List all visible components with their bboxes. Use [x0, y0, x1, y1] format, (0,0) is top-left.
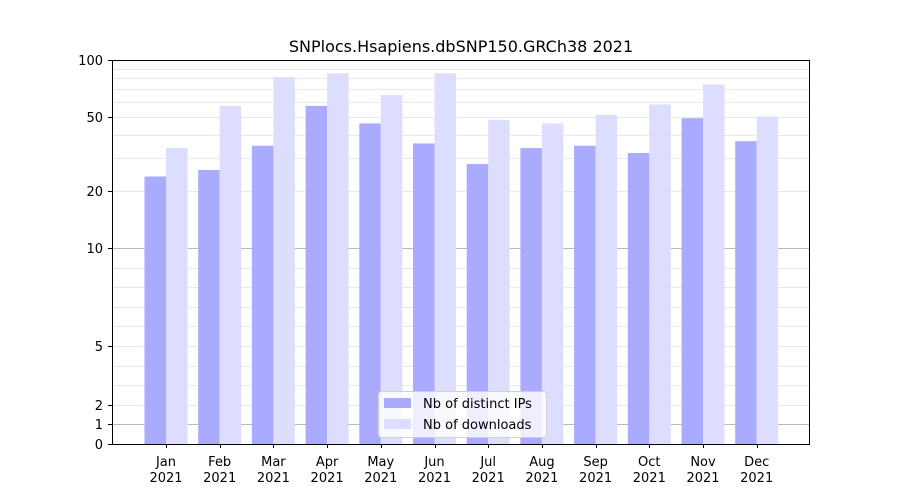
x-tick-label: Nov — [690, 455, 716, 470]
bar-distinct-ips-may — [359, 123, 381, 445]
x-tick-label: Apr — [316, 455, 339, 470]
bar-distinct-ips-sep — [574, 145, 596, 444]
bar-downloads-aug — [541, 123, 564, 445]
bar-downloads-feb — [219, 105, 242, 444]
y-tick-label: 1 — [95, 418, 103, 433]
bars — [144, 73, 779, 445]
bar-downloads-apr — [327, 73, 349, 445]
y-tick-label: 20 — [86, 185, 103, 200]
y-axis: 0 1 2 5 10 20 50 100 — [78, 54, 112, 453]
x-tick-year-label: 2021 — [579, 471, 612, 486]
bar-distinct-ips-apr — [305, 105, 328, 444]
bar-distinct-ips-dec — [735, 141, 757, 444]
x-tick-label: Jun — [423, 455, 444, 470]
bar-downloads-mar — [273, 77, 295, 444]
x-tick-label: Jul — [479, 455, 496, 470]
legend-swatch — [384, 419, 411, 429]
y-tick-label: 50 — [86, 111, 103, 126]
bar-distinct-ips-nov — [681, 118, 703, 444]
x-tick-label: Feb — [208, 455, 231, 470]
bar-distinct-ips-jan — [144, 176, 166, 445]
x-tick-year-label: 2021 — [525, 471, 558, 486]
bar-downloads-dec — [756, 116, 779, 445]
y-tick-label: 5 — [95, 340, 103, 355]
legend-label: Nb of distinct IPs — [423, 397, 532, 412]
x-tick-year-label: 2021 — [740, 471, 773, 486]
bar-distinct-ips-aug — [520, 148, 542, 444]
x-tick-label: Aug — [529, 455, 554, 470]
x-tick-year-label: 2021 — [203, 471, 236, 486]
legend-swatch — [384, 398, 411, 408]
x-tick-label: Oct — [638, 455, 660, 470]
x-axis: Jan2021Feb2021Mar2021Apr2021May2021Jun20… — [149, 444, 773, 486]
bar-distinct-ips-oct — [627, 153, 650, 444]
bar-downloads-jan — [166, 148, 188, 444]
bar-downloads-may — [380, 95, 403, 444]
x-tick-label: May — [367, 455, 394, 470]
bar-downloads-oct — [649, 104, 671, 445]
x-tick-year-label: 2021 — [633, 471, 666, 486]
y-tick-label: 0 — [95, 438, 103, 453]
x-tick-year-label: 2021 — [472, 471, 505, 486]
x-tick-year-label: 2021 — [149, 471, 182, 486]
bar-downloads-nov — [703, 84, 725, 444]
x-tick-year-label: 2021 — [311, 471, 344, 486]
legend-box — [378, 391, 547, 438]
chart-title: SNPlocs.Hsapiens.dbSNP150.GRCh38 2021 — [289, 37, 633, 56]
y-tick-label: 2 — [95, 399, 103, 414]
bar-downloads-jun — [434, 73, 456, 445]
x-tick-year-label: 2021 — [257, 471, 290, 486]
x-tick-year-label: 2021 — [364, 471, 397, 486]
plot-frame — [112, 60, 810, 445]
bar-distinct-ips-jun — [413, 143, 435, 444]
bar-distinct-ips-mar — [251, 145, 274, 444]
y-tick-label: 10 — [86, 242, 103, 257]
x-tick-label: Dec — [744, 455, 769, 470]
x-tick-year-label: 2021 — [686, 471, 719, 486]
bar-distinct-ips-jul — [466, 163, 489, 444]
y-tick-label: 100 — [78, 54, 103, 69]
bar-downloads-sep — [595, 114, 618, 444]
x-tick-label: Mar — [261, 455, 286, 470]
x-tick-label: Jan — [155, 455, 176, 470]
legend: Nb of distinct IPs Nb of downloads — [378, 391, 547, 438]
bar-downloads-jul — [488, 119, 510, 445]
legend-label: Nb of downloads — [423, 418, 532, 433]
x-tick-year-label: 2021 — [418, 471, 451, 486]
x-tick-label: Sep — [583, 455, 608, 470]
bar-distinct-ips-feb — [198, 169, 220, 444]
